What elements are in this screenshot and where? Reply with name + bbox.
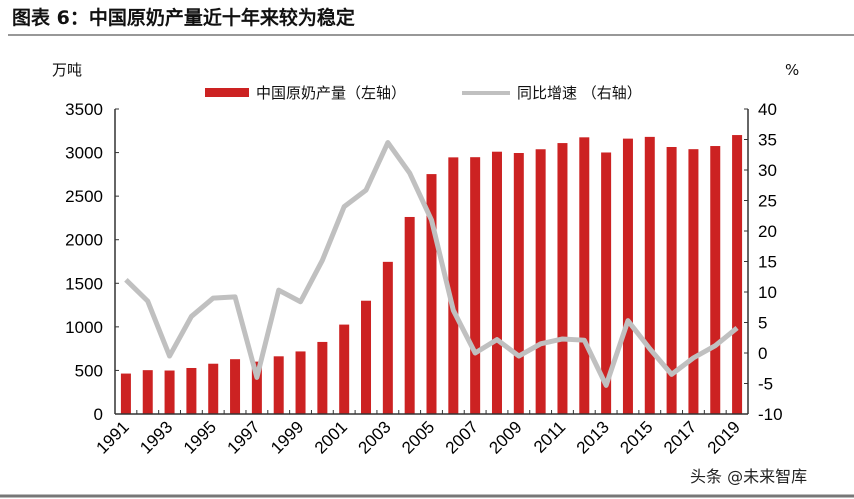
bar-2005 xyxy=(426,174,437,414)
chart-title: 图表 6：中国原奶产量近十年来较为稳定 xyxy=(12,6,355,29)
bar-2007 xyxy=(470,157,481,414)
x-tick-label: 2005 xyxy=(398,417,438,457)
bar-2016 xyxy=(666,146,677,414)
right-tick-label: 20 xyxy=(758,222,777,241)
bar-2009 xyxy=(513,153,524,414)
bar-2014 xyxy=(622,138,633,414)
bar-2015 xyxy=(644,136,655,414)
left-tick-label: 1000 xyxy=(65,318,103,337)
bar-1999 xyxy=(295,351,306,414)
x-tick-label: 2011 xyxy=(530,417,569,456)
x-tick-label: 2007 xyxy=(442,417,482,457)
bar-2003 xyxy=(382,261,393,414)
x-tick-label: 1997 xyxy=(224,417,264,457)
right-tick-label: -5 xyxy=(758,375,773,394)
x-tick-label: 2017 xyxy=(660,417,700,457)
bar-2019 xyxy=(732,135,743,414)
bar-1993 xyxy=(164,370,175,414)
right-axis-unit: % xyxy=(785,61,799,79)
bar-1994 xyxy=(186,367,197,414)
bar-2008 xyxy=(491,151,502,414)
x-tick-label: 2015 xyxy=(616,417,656,457)
bar-2012 xyxy=(579,137,590,415)
left-tick-label: 2500 xyxy=(65,187,103,206)
right-tick-label: 10 xyxy=(758,283,777,302)
right-tick-label: 0 xyxy=(758,344,767,363)
right-tick-label: 30 xyxy=(758,161,777,180)
left-tick-label: 3000 xyxy=(65,144,103,163)
bar-1991 xyxy=(120,373,131,414)
left-tick-label: 3500 xyxy=(65,100,103,119)
watermark: 头条 @未来智库 xyxy=(690,467,807,486)
x-tick-label: 2009 xyxy=(485,417,525,457)
bar-2013 xyxy=(601,152,612,414)
x-tick-label: 2019 xyxy=(704,417,744,457)
legend-bar-swatch xyxy=(205,88,249,97)
right-tick-label: 35 xyxy=(758,131,777,150)
right-tick-label: 25 xyxy=(758,192,777,211)
bar-1992 xyxy=(142,370,153,414)
x-tick-label: 1999 xyxy=(267,417,307,457)
left-tick-label: 1500 xyxy=(65,274,103,293)
bar-2004 xyxy=(404,216,415,414)
bar-2002 xyxy=(361,300,372,414)
left-tick-label: 2000 xyxy=(65,231,103,250)
right-tick-label: 40 xyxy=(758,100,777,119)
bar-2010 xyxy=(535,149,546,414)
bar-1996 xyxy=(230,359,241,414)
x-tick-label: 1995 xyxy=(180,417,220,457)
x-tick-label: 1993 xyxy=(136,417,176,457)
x-tick-label: 2003 xyxy=(354,417,394,457)
bar-2018 xyxy=(710,146,721,415)
legend-bar-label: 中国原奶产量（左轴） xyxy=(256,84,406,102)
bar-1995 xyxy=(208,363,219,414)
x-tick-label: 2001 xyxy=(311,417,351,457)
bar-2011 xyxy=(557,143,568,414)
x-tick-label: 2013 xyxy=(573,417,613,457)
right-tick-label: 15 xyxy=(758,253,777,272)
right-tick-label: 5 xyxy=(758,314,767,333)
bar-1997 xyxy=(251,361,262,414)
bar-2001 xyxy=(339,324,350,414)
bar-1998 xyxy=(273,356,284,414)
left-tick-label: 0 xyxy=(94,405,103,424)
right-tick-label: -10 xyxy=(758,405,783,424)
left-axis-unit: 万吨 xyxy=(52,61,82,79)
bar-2017 xyxy=(688,149,699,414)
bar-2006 xyxy=(448,157,459,414)
left-tick-label: 500 xyxy=(75,361,103,380)
bar-2000 xyxy=(317,341,328,414)
legend-line-label: 同比增速 （右轴） xyxy=(517,84,642,102)
legend: 中国原奶产量（左轴） 同比增速 （右轴） xyxy=(205,84,642,102)
